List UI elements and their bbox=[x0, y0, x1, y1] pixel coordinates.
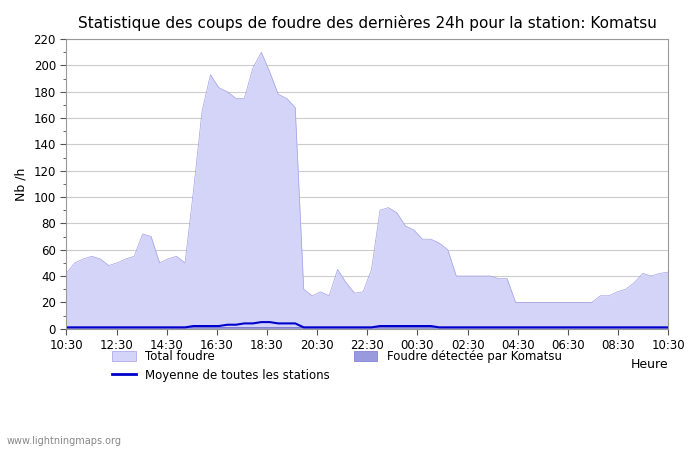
Text: Heure: Heure bbox=[631, 358, 668, 371]
Y-axis label: Nb /h: Nb /h bbox=[15, 167, 28, 201]
Text: www.lightningmaps.org: www.lightningmaps.org bbox=[7, 436, 122, 446]
Title: Statistique des coups de foudre des dernières 24h pour la station: Komatsu: Statistique des coups de foudre des dern… bbox=[78, 15, 657, 31]
Legend: Total foudre, Moyenne de toutes les stations, Foudre détectée par Komatsu: Total foudre, Moyenne de toutes les stat… bbox=[108, 345, 566, 387]
